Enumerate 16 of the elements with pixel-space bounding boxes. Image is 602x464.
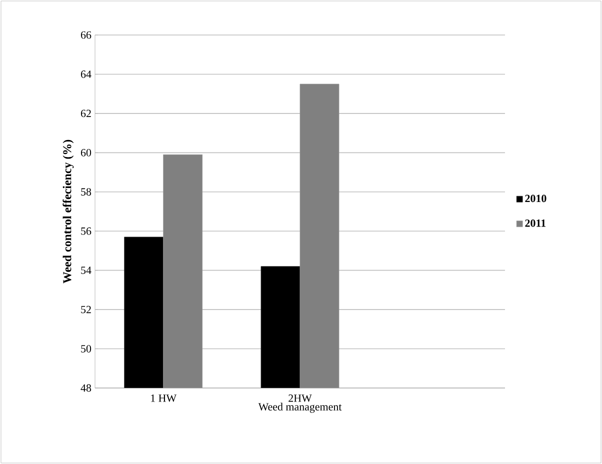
x-tick-label: 1 HW <box>151 394 177 402</box>
x-tick-label: 2HW <box>288 394 312 402</box>
y-tick-label: 54 <box>81 266 92 274</box>
y-tick-label: 56 <box>81 227 92 235</box>
y-tick-label: 64 <box>80 70 92 78</box>
legend-label: 2011 <box>525 219 546 227</box>
y-tick-label: 58 <box>81 188 92 196</box>
legend-label: 2010 <box>525 194 546 202</box>
y-tick-label: 52 <box>81 306 91 314</box>
y-tick-label: 48 <box>80 384 92 392</box>
y-tick-label: 60 <box>80 148 92 156</box>
y-tick-label: 50 <box>81 345 92 352</box>
y-tick-label: 66 <box>80 31 92 39</box>
y-axis-title: Weed control effeciency (%) <box>62 140 74 284</box>
y-tick-label: 62 <box>80 110 91 118</box>
x-axis-title: Weed management <box>258 402 342 413</box>
